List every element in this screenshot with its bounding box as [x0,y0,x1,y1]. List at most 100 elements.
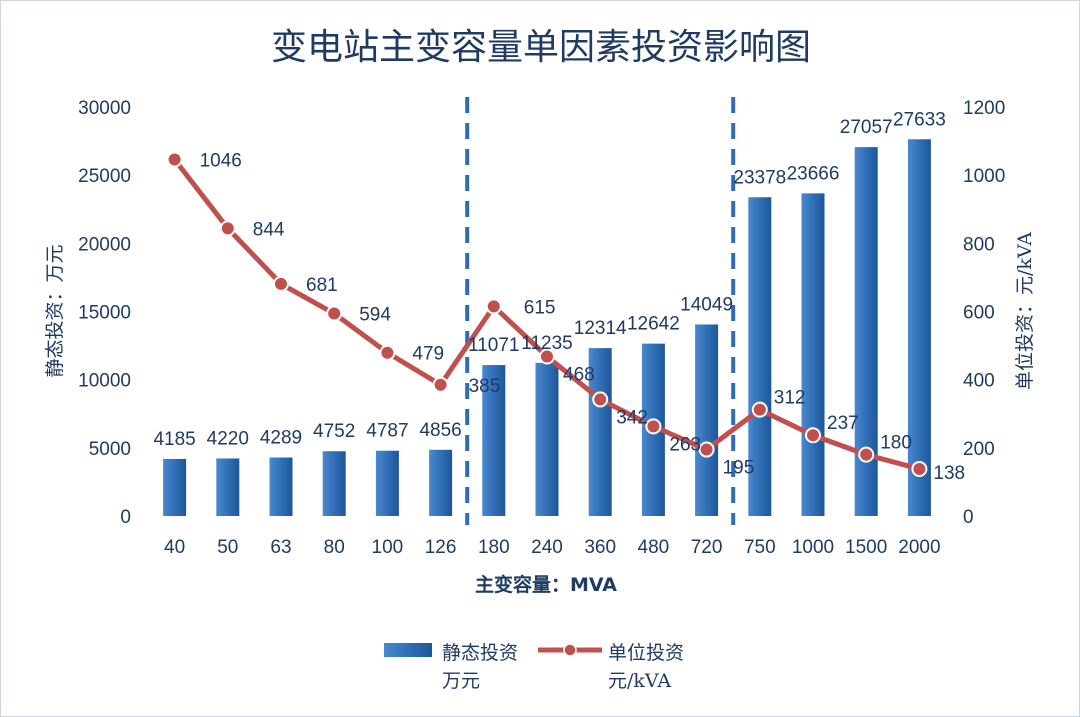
line-data-label: 237 [827,413,859,434]
line-point [911,460,928,477]
line-point [273,275,289,292]
bar [907,139,931,517]
x-tick-label: 240 [531,537,563,558]
x-tick-label: 100 [372,537,404,558]
bar [748,197,772,516]
x-tick-label: 2000 [898,537,940,558]
y-right-tick-label: 1200 [963,98,1005,119]
y-left-tick-label: 15000 [78,303,131,324]
bar-data-label: 23378 [733,167,786,188]
line-data-label: 385 [469,376,501,397]
x-tick-label: 40 [164,537,185,558]
x-tick-label: 1500 [845,537,887,558]
x-tick-label: 750 [744,537,776,558]
bar-data-label: 4289 [260,428,302,449]
x-tick-label: 126 [425,537,457,558]
line-point [219,220,236,237]
legend-line-label-line2: 元/kVA [608,670,671,692]
bar-data-label: 27633 [893,109,946,130]
line-data-label: 342 [616,407,648,428]
bar-data-label: 4185 [153,429,195,450]
bar [269,457,293,516]
x-tick-label: 1000 [792,537,834,558]
y-right-tick-label: 200 [963,439,995,460]
x-tick-label: 360 [584,537,616,558]
bar [322,451,346,516]
legend-bar-label-line2: 万元 [442,670,480,692]
bar-data-label: 14049 [680,294,733,315]
y-left-tick-label: 20000 [78,234,131,255]
bar [695,324,719,516]
line-data-label: 468 [563,364,595,385]
bar-data-label: 12314 [574,318,627,339]
y-right-tick-label: 600 [963,303,995,324]
y-axis-right-title: 单位投资：元/kVA [1014,232,1036,390]
bar-data-label: 23666 [787,163,840,184]
bar-data-label: 4787 [366,421,408,442]
x-tick-label: 180 [478,537,510,558]
bar [163,458,187,516]
legend: 静态投资 万元 单位投资 元/kVA [384,642,684,692]
bar-data-label: 4220 [207,428,249,449]
line-data-label: 138 [933,463,965,484]
bar [216,458,240,516]
line-data-label: 312 [774,388,806,409]
line-data-labels: 1046 844 681 594 479 385 615 468 342 263 195 312 237… [200,150,966,483]
line-point [592,391,609,408]
right-axis-ticks: 0 200 400 600 800 1000 1200 [963,98,1005,528]
divider-lines [465,97,736,525]
line-series [166,151,928,477]
x-tick-label: 720 [691,537,723,558]
line-point [166,151,183,168]
bar [854,147,878,516]
y-right-tick-label: 0 [963,507,974,528]
bar-series [163,139,931,517]
bar [588,348,612,516]
y-left-tick-label: 10000 [78,371,131,392]
legend-line-label-line1: 单位投资 [608,642,684,664]
line-data-label: 479 [412,344,444,365]
x-tick-label: 480 [638,537,670,558]
bar-data-label: 12642 [627,314,680,335]
y-left-tick-label: 0 [120,507,131,528]
x-axis-title: 主变容量：MVA [475,573,617,596]
line-data-label: 195 [723,458,755,479]
line-point [805,427,821,444]
line-data-label: 263 [669,434,701,455]
y-axis-left-title: 静态投资：万元 [44,244,66,377]
line-data-label: 594 [359,305,391,326]
bar-data-label: 11071 [468,335,519,356]
bar [535,362,559,516]
bar-data-label: 4856 [419,420,461,441]
y-left-tick-label: 25000 [78,166,131,187]
y-right-tick-label: 1000 [963,166,1005,187]
line-data-label: 844 [253,219,285,240]
line-data-label: 681 [306,275,338,296]
y-left-tick-label: 30000 [78,98,131,119]
bar [375,450,399,516]
bar [429,449,453,516]
x-tick-label: 63 [270,537,291,558]
bar-data-label: 11235 [521,333,572,354]
line-point [698,441,715,458]
legend-bar-label-line1: 静态投资 [442,642,518,664]
bar [801,193,825,517]
x-tick-label: 80 [324,537,345,558]
line-point [326,305,343,322]
line-data-label: 1046 [200,150,242,171]
line-point [858,446,875,463]
line-point [645,418,662,435]
line-point [379,344,396,361]
y-right-tick-label: 800 [963,234,995,255]
y-right-tick-label: 400 [963,371,995,392]
chart-title: 变电站主变容量单因素投资影响图 [271,27,811,68]
bar-data-label: 27057 [840,117,893,138]
line-point [751,401,768,418]
line-data-label: 180 [880,433,912,454]
y-left-tick-label: 5000 [89,439,131,460]
line-point [539,348,555,365]
line-data-label: 615 [524,297,556,318]
